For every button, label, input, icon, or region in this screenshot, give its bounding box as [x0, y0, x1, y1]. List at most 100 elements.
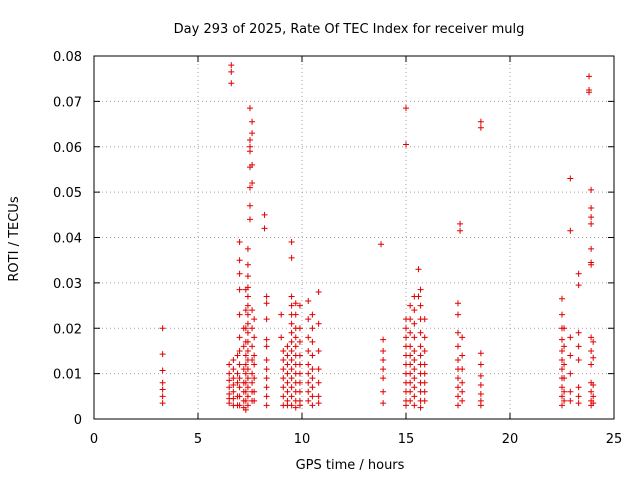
data-point: [159, 393, 166, 400]
data-point: [263, 393, 270, 400]
data-point: [244, 302, 251, 309]
data-point: [226, 377, 233, 384]
data-point: [417, 404, 424, 411]
data-point: [590, 338, 597, 345]
data-point: [477, 350, 484, 357]
data-point: [411, 402, 418, 409]
data-point: [251, 352, 258, 359]
data-point: [249, 307, 256, 314]
data-point: [586, 73, 593, 80]
data-point: [236, 384, 243, 391]
data-point: [421, 361, 428, 368]
data-point: [407, 329, 414, 336]
data-point: [244, 320, 251, 327]
data-point: [263, 293, 270, 300]
data-point: [230, 381, 237, 388]
data-point: [236, 311, 243, 318]
data-point: [159, 367, 166, 374]
data-point: [561, 325, 568, 332]
tick-labels: 0 5 10 15 20 25 0 0.01 0.02 0.03 0.04 0.05 0.06 0.07 0…: [53, 50, 622, 447]
data-point: [411, 384, 418, 391]
data-point: [559, 336, 565, 343]
data-point: [234, 379, 241, 386]
data-point: [575, 282, 582, 289]
data-point: [228, 80, 235, 87]
data-point: [380, 347, 387, 354]
data-point: [247, 148, 253, 155]
data-point: [288, 329, 295, 336]
data-point: [249, 161, 256, 168]
data-point: [240, 343, 247, 350]
data-point: [263, 375, 270, 382]
data-point: [561, 397, 568, 404]
data-point: [242, 406, 249, 413]
data-point: [159, 351, 166, 358]
data-point: [288, 357, 295, 364]
data-point: [244, 245, 251, 252]
data-point: [292, 300, 299, 307]
chart-title: Day 293 of 2025, Rate Of TEC Index for r…: [174, 22, 525, 37]
data-point: [421, 316, 428, 323]
data-point: [417, 343, 424, 350]
data-point: [411, 347, 418, 354]
data-point: [288, 254, 295, 261]
data-point: [411, 366, 418, 373]
data-point: [284, 352, 291, 359]
data-point: [159, 400, 166, 407]
data-point: [226, 384, 233, 391]
gridlines: [94, 56, 614, 419]
data-point: [244, 338, 251, 345]
data-point: [309, 366, 316, 373]
data-point: [588, 205, 595, 212]
data-point: [559, 357, 565, 364]
data-point: [459, 397, 466, 404]
data-point: [249, 118, 256, 125]
data-point: [230, 375, 237, 382]
data-point: [457, 220, 464, 227]
data-point: [234, 370, 241, 377]
data-point: [315, 379, 322, 386]
data-point: [459, 379, 466, 386]
data-point: [278, 311, 285, 318]
data-point: [588, 245, 595, 252]
data-point: [288, 402, 295, 409]
data-point: [284, 343, 291, 350]
data-point: [292, 404, 299, 411]
data-point: [403, 402, 409, 409]
data-point: [226, 361, 233, 368]
data-point: [407, 379, 414, 386]
data-point: [236, 393, 243, 400]
data-point: [296, 352, 303, 359]
data-point: [411, 307, 418, 314]
data-point: [411, 320, 418, 327]
data-point: [415, 293, 422, 300]
data-point: [421, 370, 428, 377]
data-point: [411, 334, 418, 341]
data-point: [263, 402, 270, 409]
data-point: [477, 124, 484, 131]
data-point: [288, 375, 295, 382]
data-point: [242, 325, 249, 332]
data-point: [280, 357, 287, 364]
data-point: [296, 379, 303, 386]
data-point: [403, 325, 409, 332]
data-point: [236, 239, 243, 246]
data-point: [567, 388, 574, 395]
data-point: [288, 347, 295, 354]
data-point: [380, 336, 387, 343]
data-point: [421, 347, 428, 354]
data-point: [280, 384, 287, 391]
data-point: [284, 379, 291, 386]
data-point: [244, 329, 251, 336]
data-point: [477, 391, 484, 398]
data-point: [309, 402, 316, 409]
data-point: [567, 175, 574, 182]
data-point: [315, 347, 322, 354]
data-point: [305, 370, 312, 377]
data-point: [236, 375, 243, 382]
data-point: [242, 352, 249, 359]
data-point: [588, 388, 595, 395]
data-point: [244, 366, 251, 373]
data-point: [288, 239, 295, 246]
data-point: [288, 302, 295, 309]
